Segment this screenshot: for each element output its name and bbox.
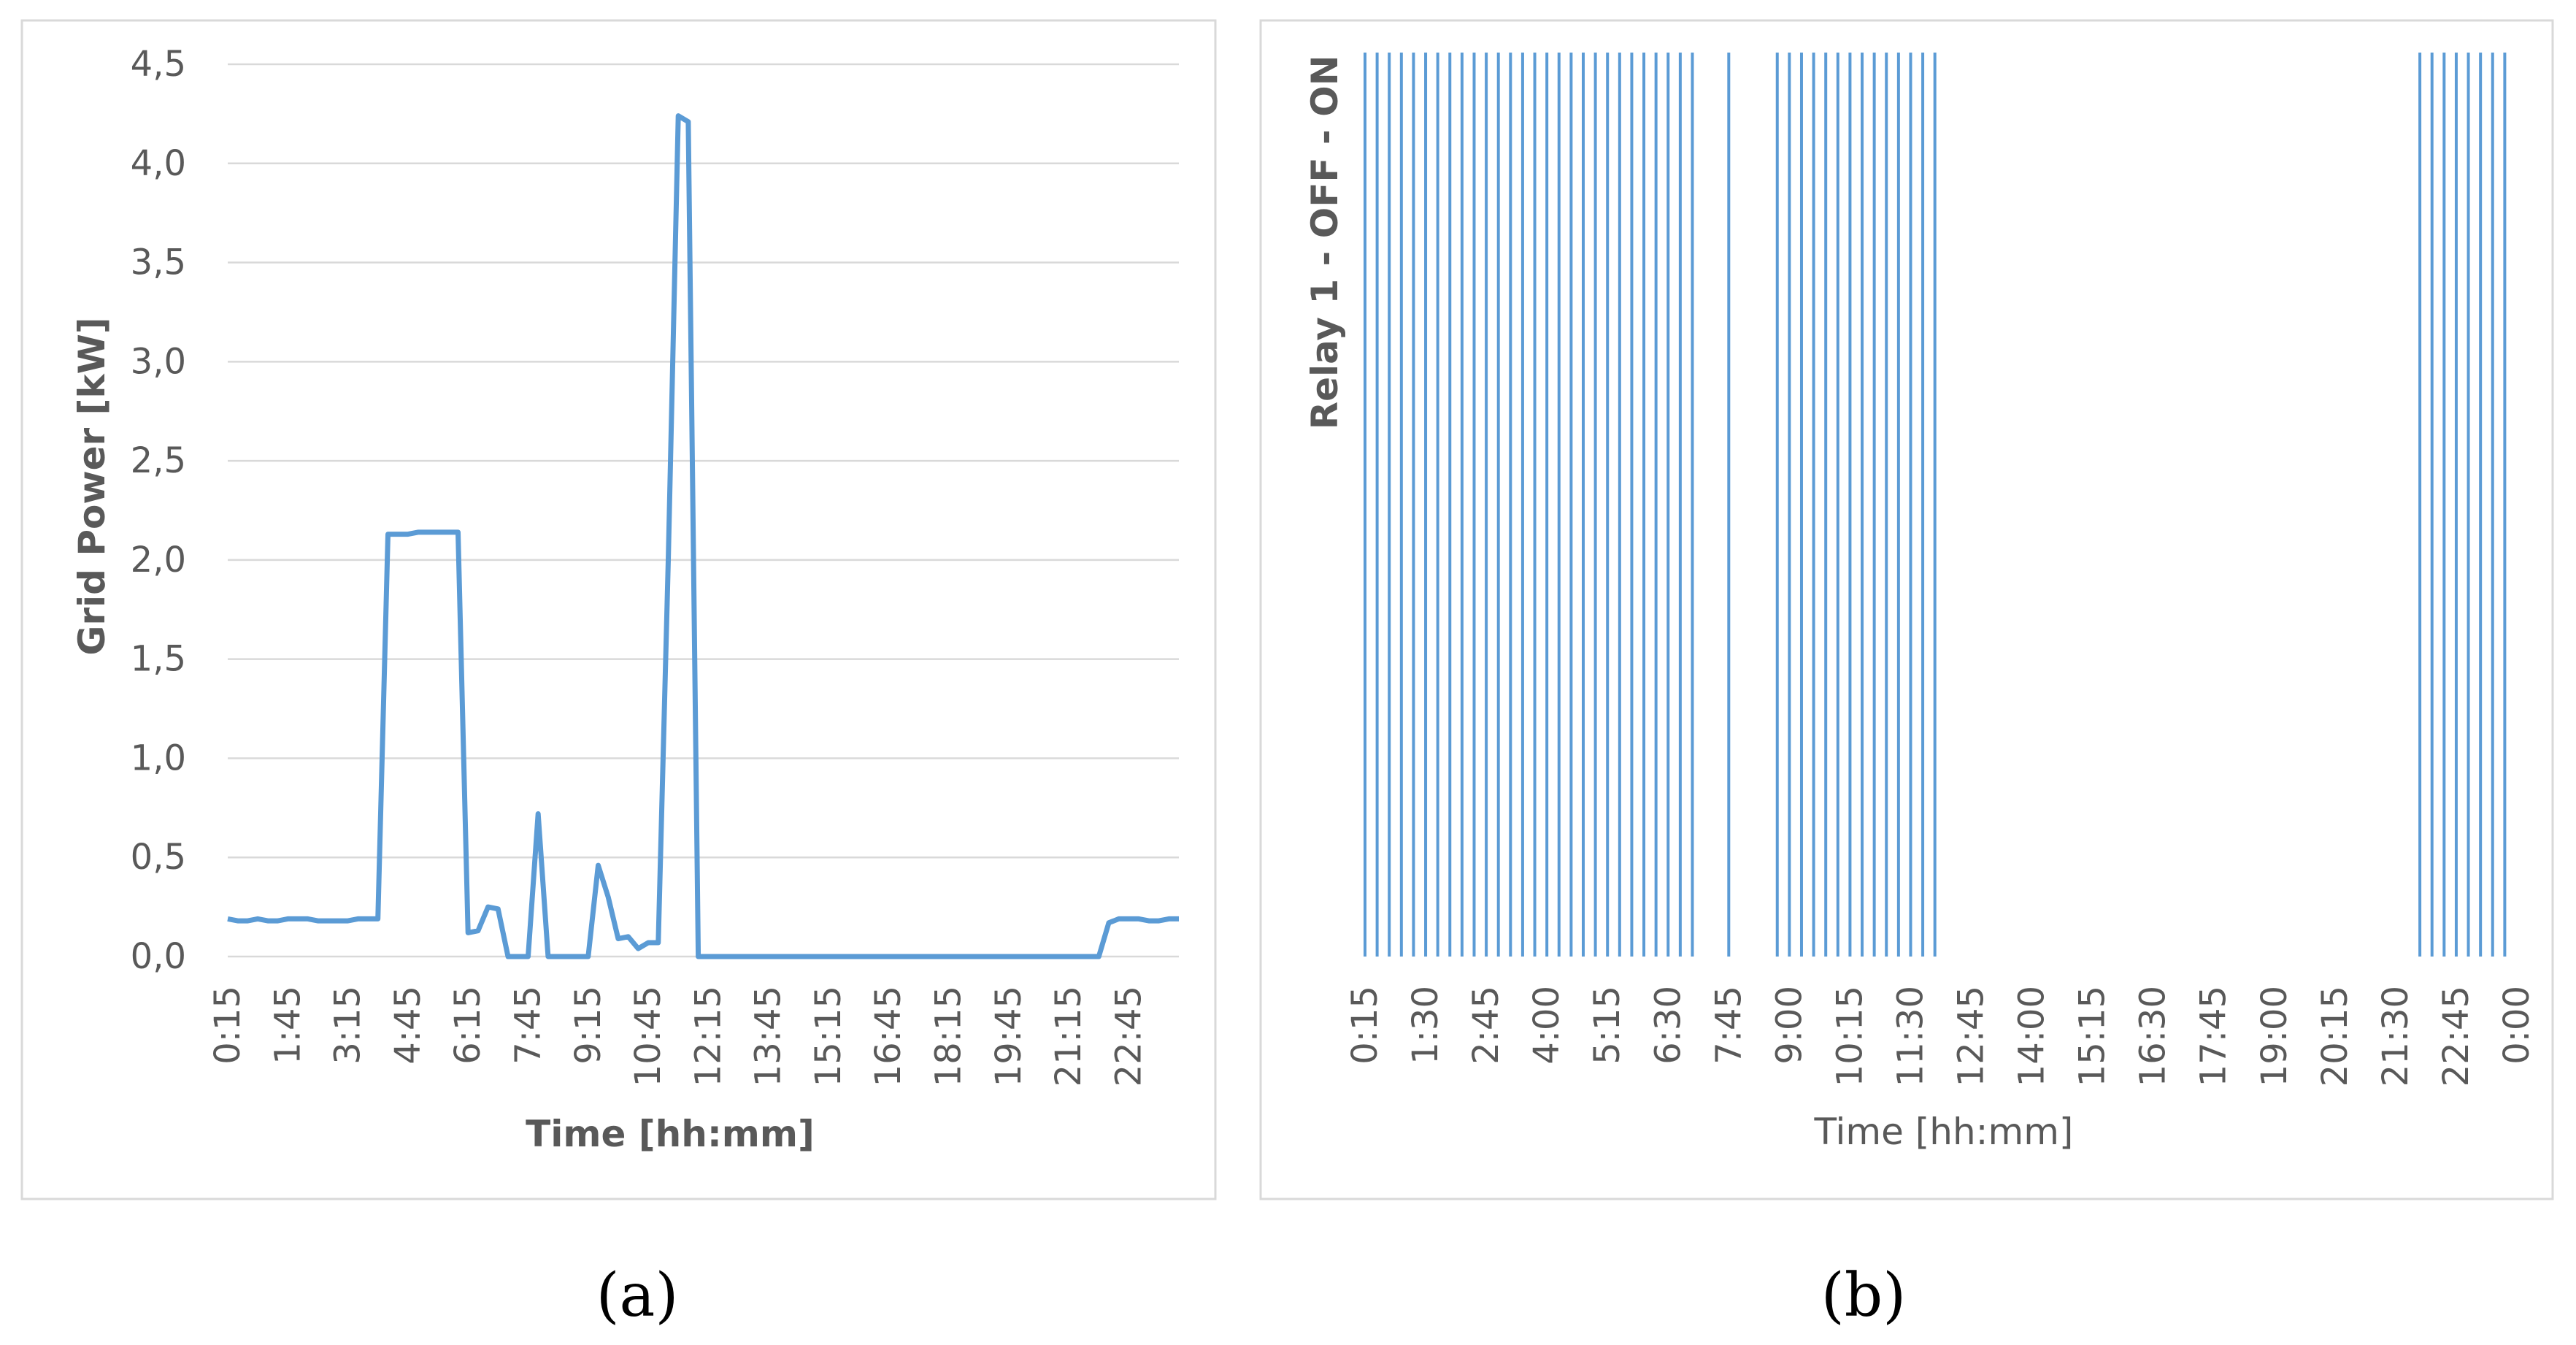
panel-b-x-tick-label: 4:00	[1526, 986, 1567, 1065]
panel-b-x-tick-label: 2:45	[1466, 986, 1507, 1065]
panel-a-y-tick-label: 0,5	[131, 837, 186, 878]
panel-a-x-tick-label: 18:15	[928, 986, 969, 1087]
panel-a-x-tick-label: 6:15	[447, 986, 488, 1065]
panel-b-x-tick-label: 6:30	[1648, 986, 1688, 1065]
panel-a-x-tick-label: 1:45	[267, 986, 308, 1065]
panel-a-x-tick-label: 12:15	[688, 986, 728, 1087]
panel-b-x-axis-title: Time [hh:mm]	[1814, 1111, 2074, 1153]
panel-b-x-tick-label: 9:00	[1769, 986, 1810, 1065]
panel-b-x-tick-label: 0:00	[2496, 986, 2537, 1065]
panel-a-x-axis-title: Time [hh:mm]	[526, 1113, 815, 1155]
panel-a-y-tick-label: 4,0	[131, 143, 186, 184]
panel-a: 0,0 0,5 1,0 1,5 2,0 2,5 3,0 3,5 4,0 4,5 0:15 1:45 3…	[20, 19, 1217, 1200]
panel-b-x-tick-label: 16:30	[2133, 986, 2174, 1087]
panel-b-x-tick-label: 19:00	[2254, 986, 2295, 1087]
panel-a-y-tick-label: 0,0	[131, 936, 186, 977]
panel-a-x-tick-label: 7:45	[507, 986, 548, 1065]
panel-a-y-tick-label: 3,0	[131, 341, 186, 382]
panel-a-y-tick-label: 2,5	[131, 440, 186, 481]
panel-a-y-tick-label: 1,0	[131, 737, 186, 778]
caption-b: (b)	[1821, 1261, 1906, 1330]
panel-a-x-tick-label: 10:45	[628, 986, 669, 1087]
panel-b-x-tick-label: 14:00	[2012, 986, 2053, 1087]
panel-a-x-tick-label: 22:45	[1108, 986, 1149, 1087]
panel-b-x-tick-label: 11:30	[1890, 986, 1931, 1087]
panel-b-x-tick-label: 0:15	[1345, 986, 1385, 1065]
panel-a-x-tick-label: 3:15	[328, 986, 369, 1065]
panel-b-x-tick-label: 5:15	[1587, 986, 1628, 1065]
panel-b: 0:15 1:30 2:45 4:00 5:15 6:30 7:45 9:00 10:15 11:…	[1259, 19, 2554, 1200]
panel-b-x-tick-label: 17:45	[2194, 986, 2234, 1087]
panel-a-x-tick-label: 19:45	[988, 986, 1029, 1087]
panel-a-x-tick-label: 15:15	[808, 986, 849, 1087]
panel-b-relay-bars	[1364, 53, 2507, 957]
panel-b-border	[1259, 19, 2554, 1200]
panel-b-x-tick-label: 1:30	[1405, 986, 1446, 1065]
panel-a-y-ticks: 0,0 0,5 1,0 1,5 2,0 2,5 3,0 3,5 4,0 4,5	[131, 44, 186, 977]
panel-a-border	[20, 19, 1217, 1200]
panel-b-x-tick-label: 15:15	[2072, 986, 2113, 1087]
panel-b-x-ticks: 0:15 1:30 2:45 4:00 5:15 6:30 7:45 9:00 10:15 11:…	[1345, 986, 2537, 1087]
panel-a-y-tick-label: 2,0	[131, 540, 186, 580]
panel-b-x-tick-label: 10:15	[1829, 986, 1870, 1087]
panel-a-y-tick-label: 1,5	[131, 639, 186, 680]
panel-a-y-axis-title: Grid Power [kW]	[71, 317, 113, 655]
panel-a-x-tick-label: 4:45	[388, 986, 428, 1065]
panel-a-x-ticks: 0:15 1:45 3:15 4:45 6:15 7:45 9:15 10:45 12:15 13…	[207, 986, 1149, 1087]
panel-b-x-tick-label: 20:15	[2315, 986, 2356, 1087]
panel-b-y-axis-title: Relay 1 - OFF - ON	[1304, 55, 1346, 430]
panel-a-y-tick-label: 3,5	[131, 242, 186, 283]
panel-a-x-tick-label: 9:15	[568, 986, 609, 1065]
panel-b-x-tick-label: 21:30	[2375, 986, 2416, 1087]
panel-b-x-tick-label: 7:45	[1708, 986, 1749, 1065]
panel-a-x-tick-label: 21:15	[1048, 986, 1089, 1087]
panel-a-x-tick-label: 13:45	[748, 986, 789, 1087]
panel-a-x-tick-label: 0:15	[207, 986, 248, 1065]
grid-power-line	[227, 113, 1179, 959]
panel-a-x-tick-label: 16:45	[868, 986, 909, 1087]
caption-a: (a)	[596, 1261, 679, 1330]
panel-a-y-tick-label: 4,5	[131, 44, 186, 85]
panel-b-x-tick-label: 12:45	[1951, 986, 1992, 1087]
panel-b-x-tick-label: 22:45	[2436, 986, 2477, 1087]
